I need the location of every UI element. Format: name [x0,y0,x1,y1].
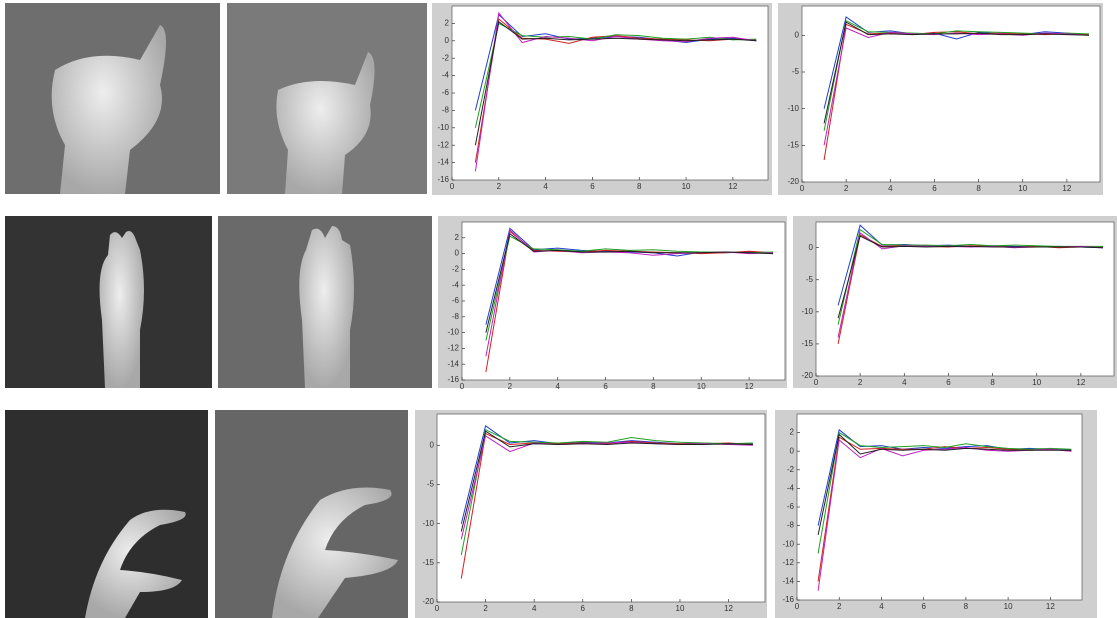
x-tick-label: 0 [450,182,455,191]
x-tick-label: 10 [697,382,706,391]
x-tick-label: 6 [946,378,951,387]
x-tick-label: 4 [879,602,884,611]
x-tick-label: 8 [637,182,642,191]
photos [5,3,432,618]
x-tick-label: 8 [651,382,656,391]
y-tick-label: -12 [782,558,794,567]
x-tick-label: 6 [921,602,926,611]
x-tick-label: 4 [543,182,548,191]
x-tick-label: 0 [460,382,465,391]
y-tick-label: -16 [447,375,459,384]
x-tick-label: 12 [728,182,737,191]
x-tick-label: 2 [483,604,488,613]
x-tick-label: 12 [1062,184,1071,193]
x-tick-label: 8 [629,604,634,613]
y-tick-label: -14 [782,577,794,586]
y-tick-label: 2 [445,19,450,28]
y-tick-label: -8 [442,106,450,115]
y-tick-label: -6 [787,502,795,511]
plot-area [452,6,768,180]
y-tick-label: -15 [787,140,799,149]
y-tick-label: -15 [422,558,434,567]
y-tick-label: -15 [801,339,813,348]
y-tick-label: 0 [430,440,435,449]
x-tick-label: 6 [590,182,595,191]
x-tick-label: 6 [603,382,608,391]
y-tick-label: -5 [792,67,800,76]
y-tick-label: -10 [437,123,449,132]
y-tick-label: -6 [452,296,460,305]
y-tick-label: -8 [452,312,460,321]
x-tick-label: 12 [745,382,754,391]
x-tick-label: 12 [1046,602,1055,611]
x-tick-label: 0 [814,378,819,387]
x-tick-label: 2 [858,378,863,387]
y-tick-label: -20 [422,597,434,606]
x-tick-label: 12 [1076,378,1085,387]
x-tick-label: 6 [932,184,937,193]
x-tick-label: 2 [508,382,513,391]
y-tick-label: -4 [442,71,450,80]
y-tick-label: -16 [782,595,794,604]
x-tick-label: 4 [902,378,907,387]
x-tick-label: 6 [581,604,586,613]
x-tick-label: 4 [555,382,560,391]
y-tick-label: -20 [787,177,799,186]
y-tick-label: -5 [806,275,814,284]
y-tick-label: 0 [790,446,795,455]
y-tick-label: -14 [437,158,449,167]
y-tick-label: 0 [455,249,460,258]
y-tick-label: -12 [447,344,459,353]
x-tick-label: 2 [837,602,842,611]
x-tick-label: 10 [1032,378,1041,387]
x-tick-label: 0 [435,604,440,613]
x-tick-label: 0 [795,602,800,611]
plot-area [797,414,1082,600]
y-tick-label: 0 [809,243,814,252]
y-tick-label: -10 [447,328,459,337]
x-tick-label: 4 [888,184,893,193]
figure: -16-14-12-10-8-6-4-202024681012-20-15-10… [0,0,1117,618]
y-tick-label: 0 [795,30,800,39]
x-tick-label: 10 [676,604,685,613]
y-tick-label: -2 [787,465,795,474]
x-tick-label: 8 [964,602,969,611]
y-tick-label: -5 [427,480,435,489]
x-tick-label: 10 [1004,602,1013,611]
x-tick-label: 10 [1018,184,1027,193]
y-tick-label: -2 [452,265,460,274]
x-tick-label: 8 [990,378,995,387]
y-tick-label: -14 [447,359,459,368]
plot-area [462,222,785,380]
x-tick-label: 12 [724,604,733,613]
y-tick-label: -10 [801,307,813,316]
y-tick-label: 2 [455,233,460,242]
y-tick-label: 2 [790,428,795,437]
y-tick-label: -2 [442,53,450,62]
y-tick-label: 0 [445,36,450,45]
y-tick-label: -20 [801,371,813,380]
y-tick-label: -4 [787,484,795,493]
hand [299,226,354,388]
y-tick-label: -10 [787,104,799,113]
x-tick-label: 0 [800,184,805,193]
y-tick-label: -16 [437,175,449,184]
y-tick-label: -8 [787,521,795,530]
x-tick-label: 10 [682,182,691,191]
y-tick-label: -4 [452,280,460,289]
x-tick-label: 4 [532,604,537,613]
x-tick-label: 2 [497,182,502,191]
y-tick-label: -10 [782,539,794,548]
y-tick-label: -10 [422,519,434,528]
x-tick-label: 8 [976,184,981,193]
x-tick-label: 2 [844,184,849,193]
y-tick-label: -6 [442,88,450,97]
y-tick-label: -12 [437,140,449,149]
